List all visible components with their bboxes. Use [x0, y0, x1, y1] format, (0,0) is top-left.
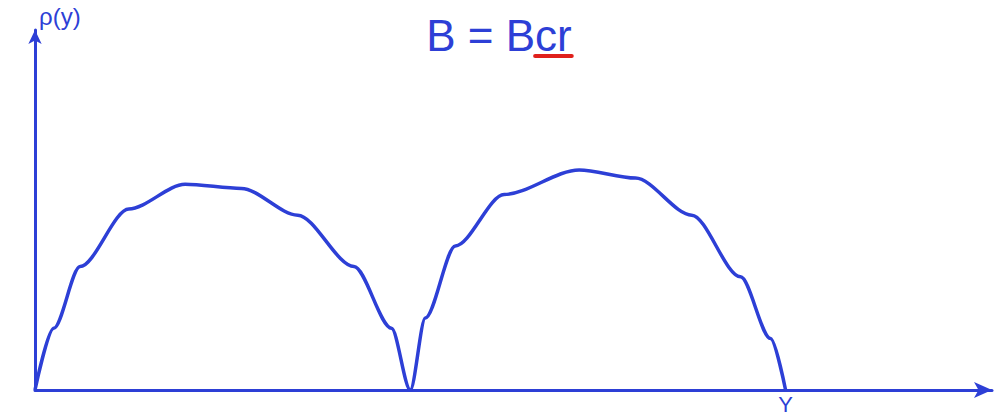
svg-text:ρ(y): ρ(y)	[39, 3, 81, 30]
svg-text:B = Bcr: B = Bcr	[426, 11, 572, 60]
svg-text:Y: Y	[778, 392, 793, 417]
